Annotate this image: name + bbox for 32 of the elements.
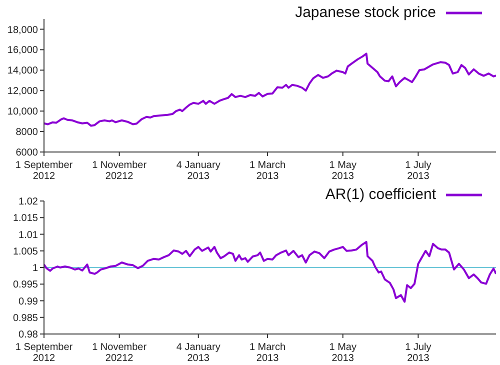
x-tick-label: 1 July 2013 bbox=[405, 160, 432, 182]
y-tick-label: 16,000 bbox=[7, 45, 38, 56]
y-tick-label: 18,000 bbox=[7, 24, 38, 36]
y-tick-label: 0.98 bbox=[18, 330, 38, 341]
line-series bbox=[44, 52, 496, 127]
y-tick-label: 0.985 bbox=[12, 312, 38, 324]
x-tick-label: 1 September 2012 bbox=[15, 342, 74, 364]
y-tick-label: 0.99 bbox=[18, 296, 38, 308]
y-tick-label: 6000 bbox=[16, 148, 38, 159]
y-tick-label: 1.02 bbox=[18, 196, 38, 208]
y-tick-label: 0.995 bbox=[12, 280, 38, 291]
x-tick-label: 4 January 2013 bbox=[176, 160, 220, 182]
x-tick-label: 4 January 2013 bbox=[176, 342, 220, 364]
x-tick-label: 1 March 2013 bbox=[249, 342, 286, 364]
x-tick-label: 1 May 2013 bbox=[329, 342, 356, 364]
y-tick-label: 1 bbox=[32, 263, 38, 274]
x-tick-label: 1 November 20212 bbox=[92, 160, 148, 182]
line-series bbox=[44, 240, 496, 303]
x-tick-label: 1 July 2013 bbox=[405, 342, 432, 364]
y-tick-label: 14,000 bbox=[7, 66, 38, 77]
legend-label: AR(1) coefficient bbox=[325, 186, 436, 203]
x-tick-label: 1 November 20212 bbox=[92, 342, 148, 364]
x-tick-label: 1 March 2013 bbox=[249, 160, 286, 182]
y-tick-label: 10,000 bbox=[7, 106, 38, 118]
y-tick-label: 1.005 bbox=[12, 246, 38, 258]
y-tick-label: 8000 bbox=[16, 127, 38, 138]
y-tick-label: 12,000 bbox=[7, 86, 38, 98]
y-tick-label: 1.015 bbox=[12, 213, 38, 224]
y-tick-label: 1.01 bbox=[18, 230, 38, 241]
x-tick-label: 1 May 2013 bbox=[329, 160, 356, 182]
legend-label: Japanese stock price bbox=[295, 4, 436, 21]
x-tick-label: 1 September 2012 bbox=[15, 160, 74, 182]
